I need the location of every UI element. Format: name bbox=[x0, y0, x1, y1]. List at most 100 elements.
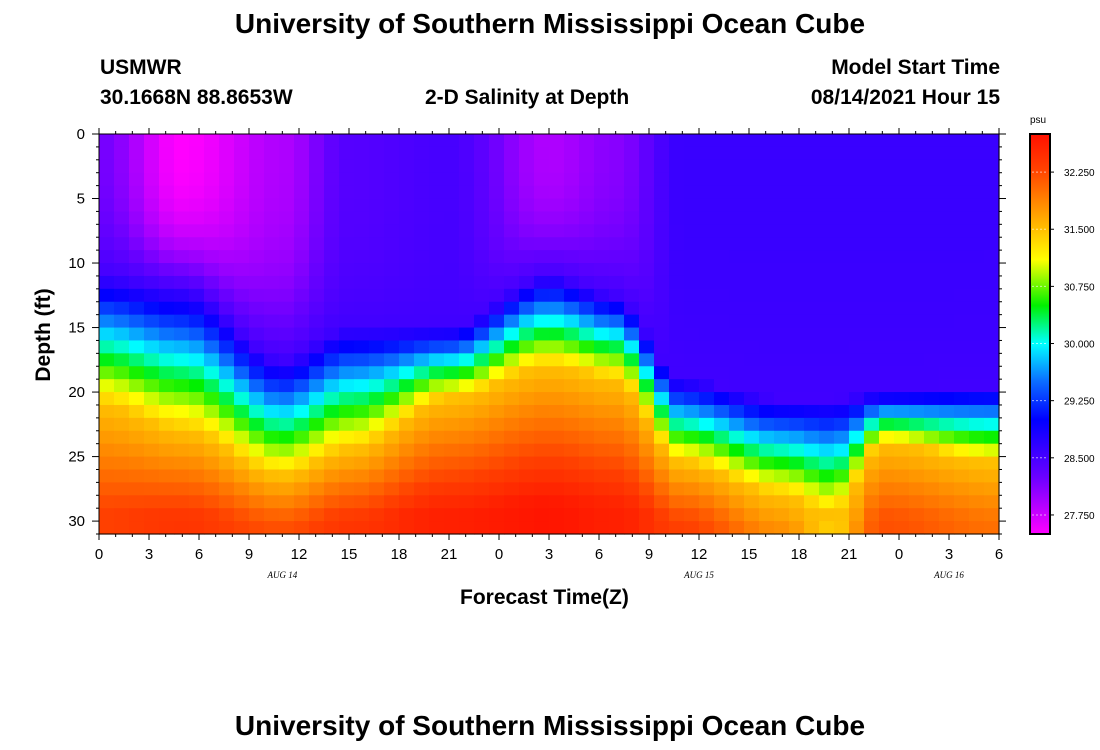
heatmap-cell bbox=[324, 456, 340, 471]
heatmap-cell bbox=[849, 185, 865, 200]
heatmap-cell bbox=[594, 430, 610, 445]
heatmap-cell bbox=[309, 301, 325, 316]
heatmap-cell bbox=[114, 263, 130, 277]
heatmap-cell bbox=[414, 301, 430, 316]
heatmap-cell bbox=[489, 159, 505, 174]
heatmap-cell bbox=[429, 327, 445, 342]
heatmap-cell bbox=[759, 340, 775, 354]
heatmap-cell bbox=[954, 366, 970, 380]
heatmap-cell bbox=[159, 353, 175, 367]
heatmap-cell bbox=[174, 443, 190, 458]
heatmap-cell bbox=[729, 327, 745, 342]
heatmap-cell bbox=[219, 250, 235, 264]
heatmap-cell bbox=[684, 288, 700, 303]
heatmap-cell bbox=[414, 159, 430, 174]
heatmap-cell bbox=[474, 172, 490, 187]
heatmap-cell bbox=[204, 172, 220, 187]
heatmap-cell bbox=[189, 237, 205, 251]
heatmap-cell bbox=[489, 521, 505, 535]
heatmap-cell bbox=[864, 353, 880, 367]
heatmap-cell bbox=[354, 379, 370, 393]
heatmap-cell bbox=[654, 379, 670, 393]
heatmap-cell bbox=[474, 495, 490, 509]
heatmap-cell bbox=[174, 146, 190, 161]
heatmap-cell bbox=[744, 521, 760, 535]
heatmap-cell bbox=[414, 404, 430, 419]
heatmap-cell bbox=[279, 211, 295, 225]
heatmap-cell bbox=[459, 508, 475, 522]
heatmap-cell bbox=[474, 508, 490, 522]
heatmap-cell bbox=[864, 495, 880, 509]
heatmap-cell bbox=[819, 353, 835, 367]
heatmap-cell bbox=[144, 159, 160, 174]
heatmap-cell bbox=[684, 275, 700, 290]
heatmap-cell bbox=[384, 340, 400, 354]
heatmap-cell bbox=[534, 482, 550, 496]
heatmap-cell bbox=[324, 301, 340, 316]
heatmap-cell bbox=[849, 263, 865, 277]
heatmap-cell bbox=[699, 275, 715, 290]
heatmap-cell bbox=[204, 224, 220, 238]
heatmap-cell bbox=[669, 211, 685, 225]
heatmap-cell bbox=[669, 198, 685, 213]
heatmap-cell bbox=[279, 159, 295, 174]
heatmap-cell bbox=[894, 430, 910, 445]
heatmap-cell bbox=[849, 456, 865, 471]
heatmap-cell bbox=[564, 314, 580, 329]
heatmap-cell bbox=[684, 430, 700, 445]
heatmap-cell bbox=[264, 314, 280, 329]
heatmap-cell bbox=[519, 392, 535, 406]
heatmap-cell bbox=[834, 353, 850, 367]
heatmap-cell bbox=[594, 482, 610, 496]
heatmap-cell bbox=[609, 392, 625, 406]
heatmap-cell bbox=[249, 521, 265, 535]
heatmap-cell bbox=[129, 301, 145, 316]
heatmap-cell bbox=[264, 172, 280, 187]
heatmap-cell bbox=[189, 495, 205, 509]
heatmap-cell bbox=[594, 185, 610, 200]
heatmap-cell bbox=[459, 379, 475, 393]
heatmap-cell bbox=[324, 224, 340, 238]
heatmap-cell bbox=[789, 508, 805, 522]
heatmap-cell bbox=[909, 482, 925, 496]
heatmap-cell bbox=[504, 417, 520, 432]
heatmap-cell bbox=[939, 301, 955, 316]
heatmap-cell bbox=[144, 456, 160, 471]
heatmap-cell bbox=[369, 417, 385, 432]
colorbar-tick-label: 29.250 bbox=[1064, 397, 1095, 408]
heatmap-cell bbox=[399, 482, 415, 496]
heatmap-cell bbox=[234, 456, 250, 471]
heatmap-cell bbox=[654, 275, 670, 290]
heatmap-cell bbox=[264, 340, 280, 354]
heatmap-cell bbox=[789, 288, 805, 303]
heatmap-cell bbox=[549, 250, 565, 264]
heatmap-cell bbox=[849, 430, 865, 445]
heatmap-cell bbox=[594, 146, 610, 161]
heatmap-cell bbox=[429, 353, 445, 367]
heatmap-cell bbox=[579, 185, 595, 200]
heatmap-cell bbox=[969, 469, 985, 483]
heatmap-cell bbox=[759, 456, 775, 471]
heatmap-cell bbox=[624, 314, 640, 329]
heatmap-cell bbox=[414, 146, 430, 161]
heatmap-cell bbox=[99, 366, 115, 380]
heatmap-cell bbox=[444, 250, 460, 264]
heatmap-cell bbox=[759, 417, 775, 432]
heatmap-cell bbox=[399, 456, 415, 471]
heatmap-cell bbox=[894, 327, 910, 342]
heatmap-cell bbox=[744, 288, 760, 303]
heatmap-cell bbox=[954, 185, 970, 200]
heatmap-cell bbox=[324, 288, 340, 303]
x-tick-label: 0 bbox=[95, 546, 103, 563]
heatmap-cell bbox=[264, 250, 280, 264]
heatmap-cell bbox=[759, 508, 775, 522]
heatmap-cell bbox=[429, 456, 445, 471]
heatmap-cell bbox=[324, 275, 340, 290]
heatmap-cell bbox=[789, 198, 805, 213]
heatmap-cell bbox=[984, 198, 1000, 213]
heatmap-cell bbox=[414, 250, 430, 264]
heatmap-cell bbox=[234, 211, 250, 225]
heatmap-cell bbox=[879, 172, 895, 187]
heatmap-cell bbox=[684, 185, 700, 200]
heatmap-cell bbox=[189, 366, 205, 380]
